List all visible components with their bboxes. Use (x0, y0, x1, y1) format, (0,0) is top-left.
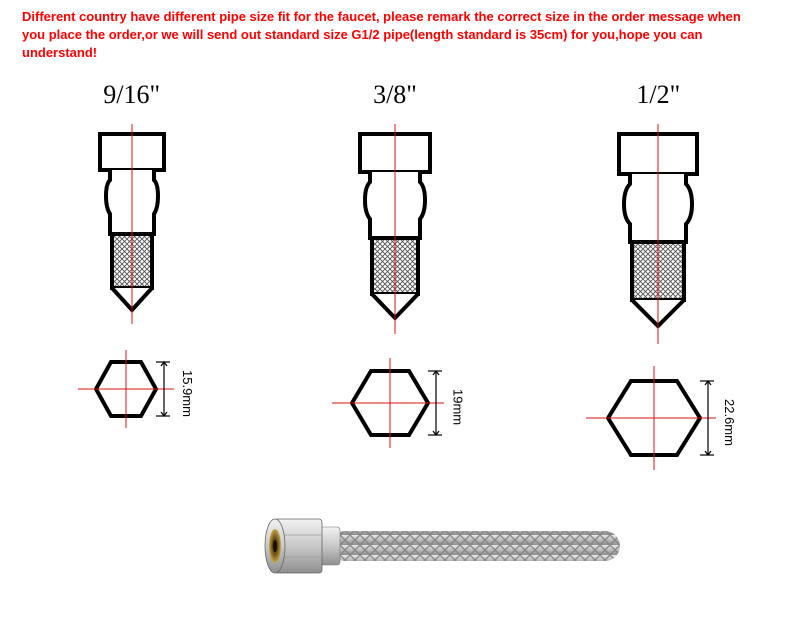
pipe-col-3-8: 3/8" (295, 80, 495, 452)
hex-diagram: 15.9mm (68, 344, 195, 434)
hex-diagram: 22.6mm (580, 364, 737, 472)
fitting-diagram (588, 124, 728, 344)
pipe-diagram-row: 9/16" (0, 80, 790, 480)
hexagon-icon (580, 364, 720, 472)
hex-diagram: 19mm (324, 354, 465, 452)
hexagon-icon (324, 354, 448, 452)
pipe-col-1-2: 1/2" (558, 80, 758, 472)
size-label: 1/2" (636, 80, 680, 114)
hex-dimension: 22.6mm (722, 399, 737, 446)
size-label: 3/8" (373, 80, 417, 114)
hex-dimension: 15.9mm (180, 370, 195, 417)
hose-image (260, 505, 620, 585)
fitting-diagram (330, 124, 460, 334)
hexagon-icon (68, 344, 178, 434)
fitting-diagram (72, 124, 192, 324)
pipe-col-9-16: 9/16" (32, 80, 232, 434)
hex-dimension: 19mm (450, 389, 465, 425)
size-label: 9/16" (103, 80, 160, 114)
warning-text: Different country have different pipe si… (22, 8, 750, 63)
